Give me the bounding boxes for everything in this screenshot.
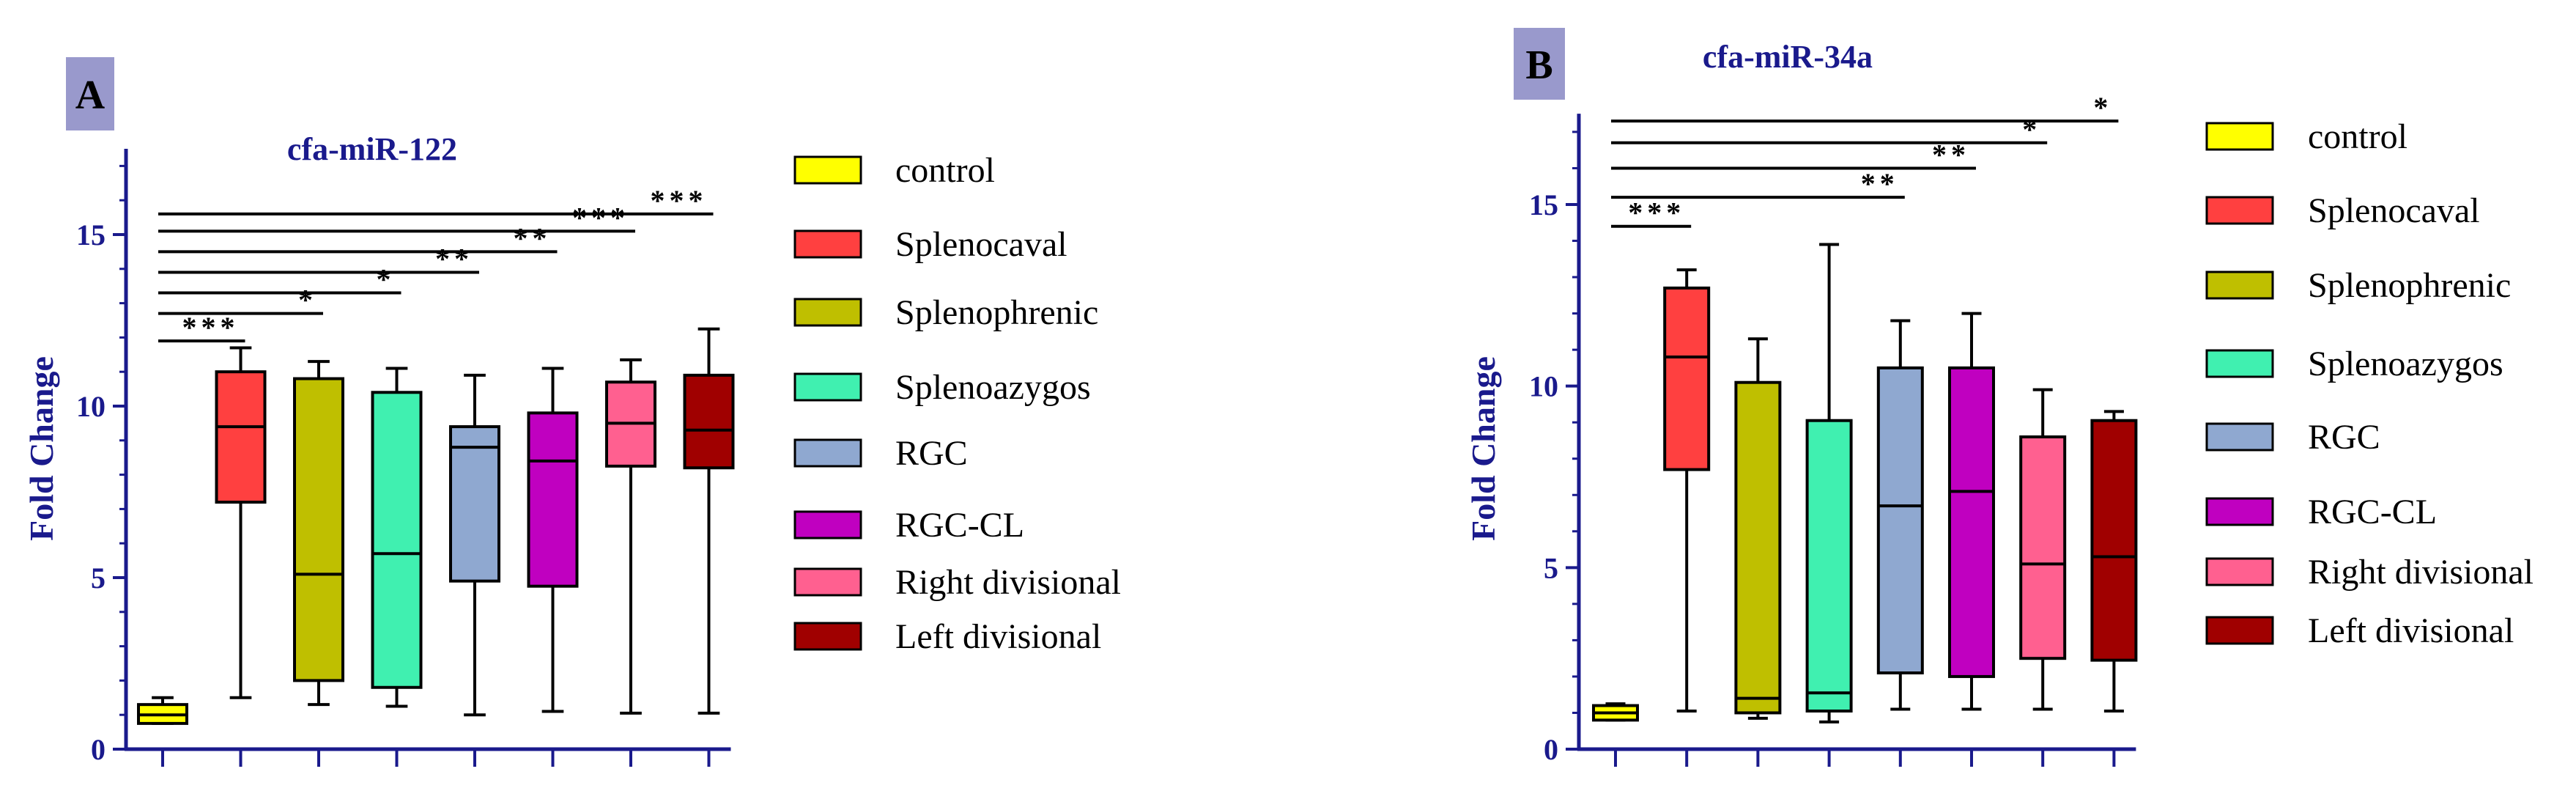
legend-label: Splenoazygos xyxy=(895,368,1091,407)
panel-label: A xyxy=(75,73,106,118)
box-rgc-cl xyxy=(527,367,579,713)
box-iqr xyxy=(1948,366,1995,678)
y-tick-label: 0 xyxy=(91,733,106,766)
legend-label: Splenophrenic xyxy=(895,293,1098,332)
box-rgc-cl xyxy=(1948,312,1995,711)
legend-swatch xyxy=(793,372,862,402)
box-splenocaval xyxy=(1663,268,1711,713)
legend-label: Right divisional xyxy=(895,563,1121,602)
legend-label: Splenophrenic xyxy=(2308,266,2511,305)
box-iqr xyxy=(2090,419,2138,662)
significance-label: * xyxy=(2022,113,2041,146)
box-splenoazygos xyxy=(1805,243,1853,723)
box-iqr xyxy=(293,377,344,682)
legend-swatch xyxy=(2205,122,2274,151)
box-rgc xyxy=(449,373,500,717)
legend-swatch xyxy=(793,567,862,597)
box-rgc xyxy=(1876,319,1924,711)
legend-label: RGC-CL xyxy=(895,506,1024,545)
legend-label: control xyxy=(895,151,995,190)
box-iqr xyxy=(1805,419,1853,713)
legend-label: Splenocaval xyxy=(895,225,1067,264)
legend-swatch xyxy=(2205,422,2274,452)
significance-label: * xyxy=(298,284,317,317)
legend-swatch xyxy=(793,510,862,540)
significance-label: ** xyxy=(1861,167,1899,200)
legend-swatch xyxy=(2205,270,2274,300)
legend-swatch xyxy=(2205,557,2274,586)
legend-label: Left divisional xyxy=(895,617,1101,656)
box-iqr xyxy=(1734,380,1782,715)
legend-label: Right divisional xyxy=(2308,553,2534,592)
y-tick-label: 10 xyxy=(1529,370,1558,403)
chart-title: cfa-miR-34a xyxy=(1703,39,1873,75)
box-control xyxy=(137,696,188,725)
significance-label: *** xyxy=(651,184,708,217)
box-splenoazygos xyxy=(371,367,423,708)
legend-label: RGC xyxy=(2308,418,2380,457)
legend-swatch xyxy=(793,298,862,327)
significance-label: ** xyxy=(514,221,552,254)
legend-swatch xyxy=(2205,616,2274,645)
chart-title: cfa-miR-122 xyxy=(287,131,457,167)
box-left-divisional xyxy=(2090,410,2138,713)
legend-swatch xyxy=(2205,497,2274,526)
legend-swatch xyxy=(793,622,862,651)
legend-label: control xyxy=(2308,117,2407,156)
box-iqr xyxy=(1876,366,1924,674)
legend-swatch xyxy=(2205,349,2274,378)
box-iqr xyxy=(2019,435,2067,660)
legend-label: RGC-CL xyxy=(2308,493,2437,531)
box-control xyxy=(1592,702,1639,722)
box-iqr xyxy=(371,391,423,689)
panel-label-badge xyxy=(66,57,114,130)
box-left-divisional xyxy=(683,327,735,715)
legend-swatch xyxy=(2205,196,2274,225)
significance-label: *** xyxy=(182,311,240,344)
box-iqr xyxy=(683,373,735,470)
significance-label: *** xyxy=(572,201,629,234)
box-iqr xyxy=(215,370,267,504)
significance-label: ** xyxy=(435,242,473,275)
box-right-divisional xyxy=(605,358,656,715)
y-tick-label: 10 xyxy=(76,390,106,423)
box-splenocaval xyxy=(215,346,267,699)
box-iqr xyxy=(527,411,579,588)
y-tick-label: 5 xyxy=(1544,551,1558,584)
y-tick-label: 15 xyxy=(76,218,106,251)
legend-swatch xyxy=(793,229,862,259)
panel-label-badge xyxy=(1514,28,1565,100)
y-axis-label: Fold Change xyxy=(1465,356,1502,541)
legend-swatch xyxy=(793,155,862,185)
significance-label: * xyxy=(2093,91,2112,124)
y-tick-label: 5 xyxy=(91,561,106,594)
legend-swatch xyxy=(793,438,862,468)
y-tick-label: 0 xyxy=(1544,733,1558,766)
box-splenophrenic xyxy=(293,360,344,707)
box-iqr xyxy=(449,425,500,583)
box-right-divisional xyxy=(2019,388,2067,711)
panel-label: B xyxy=(1525,43,1552,88)
legend-label: Left divisional xyxy=(2308,611,2514,650)
significance-label: *** xyxy=(1628,196,1685,229)
legend-label: Splenocaval xyxy=(2308,191,2480,230)
y-axis-label: Fold Change xyxy=(23,356,60,541)
box-iqr xyxy=(1663,286,1711,471)
legend-label: RGC xyxy=(895,434,968,473)
y-tick-label: 15 xyxy=(1529,188,1558,221)
box-splenophrenic xyxy=(1734,337,1782,720)
legend-label: Splenoazygos xyxy=(2308,345,2503,383)
significance-label: * xyxy=(377,263,396,296)
